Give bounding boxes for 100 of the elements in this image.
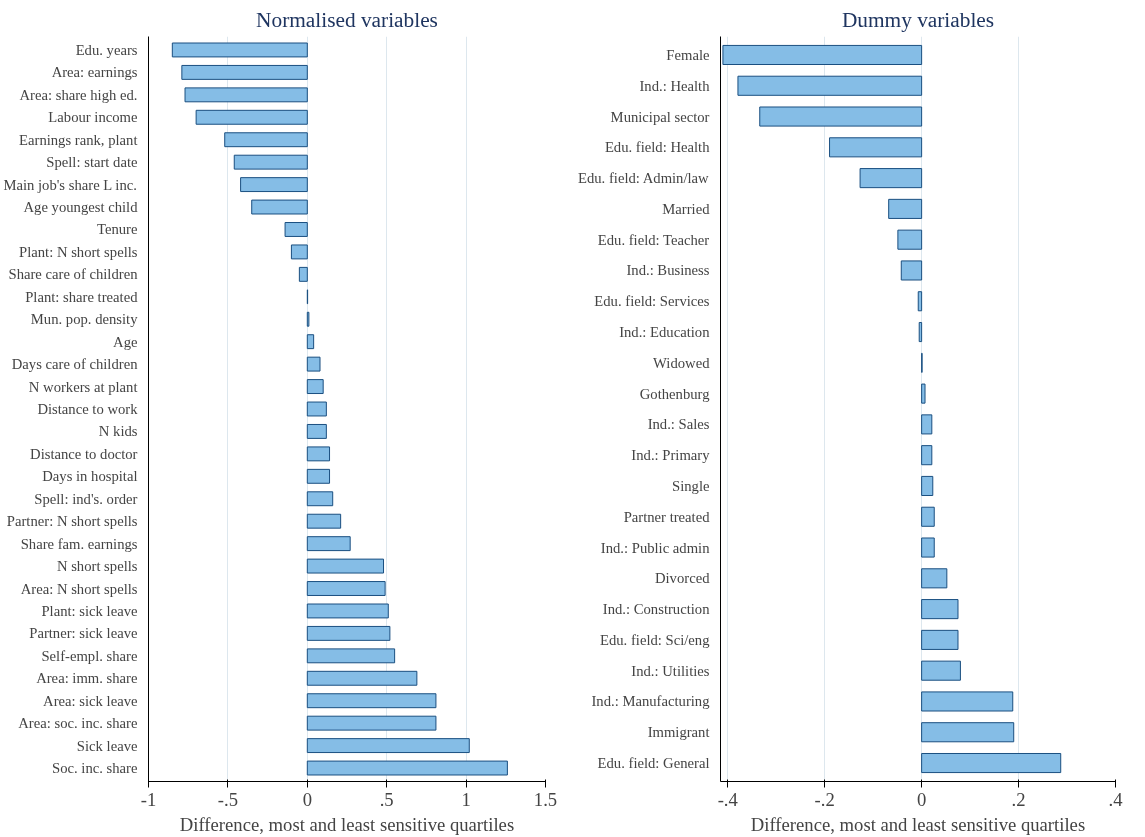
y-tick-label: Widowed: [653, 354, 711, 371]
x-tick-label: 1: [461, 788, 471, 810]
y-tick-label: Sick leave: [76, 737, 138, 754]
y-tick-label: Partner: N short spells: [6, 513, 138, 530]
bar: [195, 109, 308, 125]
y-tick-label: N short spells: [56, 558, 138, 575]
y-tick-label: Soc. inc. share: [52, 760, 138, 777]
bar: [722, 44, 923, 66]
bar: [306, 603, 389, 619]
x-tick-label: -.4: [717, 788, 739, 810]
y-tick-label: Plant: N short spells: [19, 243, 138, 260]
bar: [921, 475, 934, 497]
x-tick-label: -.2: [814, 788, 835, 810]
y-tick-label: Area: N short spells: [20, 580, 138, 597]
bar: [184, 87, 308, 103]
y-tick-label: Female: [666, 46, 710, 63]
y-tick-label: Earnings rank, plant: [19, 131, 138, 148]
y-tick-label: Self-empl. share: [41, 647, 138, 664]
y-tick-label: Edu. field: General: [597, 755, 710, 772]
y-tick-label: Single: [672, 477, 710, 494]
y-tick-label: Ind.: Business: [626, 262, 710, 279]
y-tick-label: Gothenburg: [639, 385, 711, 402]
bar: [251, 199, 308, 215]
bar: [306, 715, 437, 731]
bar: [917, 291, 923, 312]
bar: [306, 513, 342, 529]
y-tick-label: Plant: share treated: [25, 288, 139, 305]
bar: [306, 468, 331, 484]
x-tick-label: -.5: [217, 788, 239, 810]
bar: [306, 625, 391, 641]
bar: [284, 222, 308, 237]
bar: [921, 752, 1062, 774]
bar: [888, 198, 923, 219]
y-tick-label: Age: [113, 333, 138, 350]
bar: [306, 491, 334, 507]
bar: [233, 154, 308, 170]
bar: [298, 266, 308, 282]
x-tick-label: .4: [1108, 788, 1124, 810]
y-tick-label: Area: share high ed.: [19, 86, 138, 103]
bar: [306, 356, 321, 372]
bar: [921, 629, 959, 650]
y-tick-label: Spell: ind's. order: [34, 490, 138, 507]
bar: [921, 445, 933, 466]
y-tick-label: N kids: [98, 423, 138, 440]
y-tick-label: Plant: sick leave: [41, 602, 138, 619]
y-tick-label: Edu. field: Health: [604, 139, 711, 156]
x-tick-label: .2: [1011, 788, 1026, 810]
x-tick-label: 0: [302, 788, 312, 810]
y-tick-label: Married: [662, 200, 711, 217]
y-tick-label: Age youngest child: [23, 199, 139, 216]
x-tick-label: 0: [916, 788, 927, 810]
y-tick-label: N workers at plant: [28, 378, 138, 395]
bar: [306, 423, 327, 439]
y-tick-label: Immigrant: [647, 724, 710, 741]
bar: [306, 693, 437, 709]
y-tick-label: Edu. field: Teacher: [597, 231, 710, 248]
bar: [240, 177, 308, 193]
bar: [306, 648, 396, 664]
bar: [921, 537, 935, 558]
bar: [306, 401, 327, 417]
y-tick-label: Ind.: Construction: [602, 601, 711, 618]
bar: [306, 536, 351, 552]
y-tick-label: Ind.: Manufacturing: [591, 693, 711, 710]
x-tick-label: -1: [140, 788, 157, 810]
y-tick-label: Days care of children: [11, 356, 139, 373]
y-tick-label: Edu. field: Services: [594, 293, 710, 310]
bar: [859, 168, 923, 189]
bar: [306, 760, 508, 776]
y-tick-label: Area: soc. inc. share: [18, 715, 138, 732]
y-tick-label: Partner: sick leave: [29, 625, 138, 642]
chart-title: Normalised variables: [256, 7, 438, 32]
bar: [921, 383, 926, 404]
bar: [737, 75, 923, 96]
y-tick-label: Ind.: Utilities: [631, 662, 710, 679]
bar: [171, 42, 308, 58]
bar: [921, 722, 1015, 743]
y-tick-label: Share care of children: [8, 266, 139, 283]
bar: [306, 379, 324, 395]
bar: [759, 106, 923, 127]
bar: [306, 334, 315, 350]
y-tick-label: Ind.: Health: [639, 77, 711, 94]
bar: [306, 446, 331, 462]
y-tick-label: Mun. pop. density: [30, 311, 139, 328]
y-tick-label: Area: sick leave: [43, 692, 138, 709]
bar: [290, 244, 308, 260]
bar: [921, 506, 935, 527]
y-tick-label: Days in hospital: [42, 468, 138, 485]
x-axis-title: Difference, most and least sensitive quartiles: [179, 813, 515, 835]
y-tick-label: Ind.: Education: [619, 324, 711, 341]
bar: [921, 414, 933, 435]
bar: [897, 229, 923, 250]
y-tick-label: Share fam. earnings: [20, 535, 138, 552]
y-tick-label: Distance to work: [37, 401, 139, 417]
y-tick-label: Divorced: [654, 570, 711, 587]
y-tick-label: Main job's share L inc.: [3, 176, 137, 193]
y-tick-label: Edu. field: Admin/law: [578, 170, 710, 187]
y-tick-label: Area: imm. share: [36, 670, 138, 687]
y-tick-label: Ind.: Sales: [647, 416, 710, 433]
bar: [181, 64, 308, 80]
bar: [921, 599, 959, 620]
